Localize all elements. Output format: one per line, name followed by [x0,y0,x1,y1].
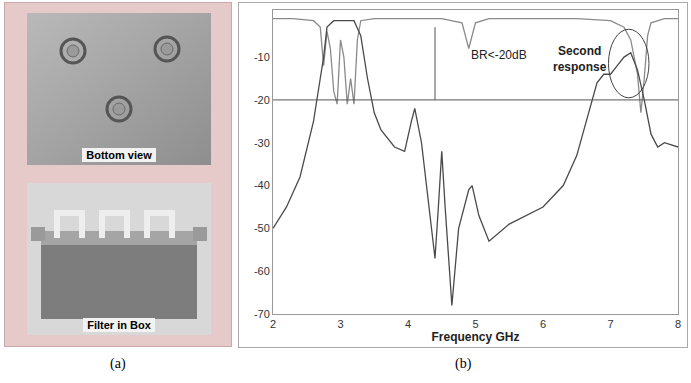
html-text:Bottom view: Bottom view [86,149,152,161]
html-text:Filter in Box: Filter in Box [87,319,151,331]
svg-text:-30: -30 [254,137,270,149]
html-text:(a): (a) [110,356,126,371]
svg-text:4: 4 [405,318,411,330]
svg-text:Secondresponse: Secondresponse [553,44,607,74]
svg-text:5: 5 [472,318,478,330]
svg-text:-10: -10 [254,51,270,63]
html-text:(b): (b) [455,356,472,371]
svg-text:Frequency GHz: Frequency GHz [431,330,519,344]
svg-text:-40: -40 [254,179,270,191]
svg-text:6: 6 [540,318,546,330]
svg-text:2: 2 [270,318,276,330]
svg-text:-50: -50 [254,222,270,234]
svg-text:7: 7 [607,318,613,330]
svg-text:BR<-20dB: BR<-20dB [471,48,527,62]
svg-text:-60: -60 [254,265,270,277]
svg-text:-20: -20 [254,94,270,106]
svg-text:3: 3 [337,318,343,330]
svg-text:-70: -70 [254,308,270,320]
svg-text:8: 8 [675,318,681,330]
